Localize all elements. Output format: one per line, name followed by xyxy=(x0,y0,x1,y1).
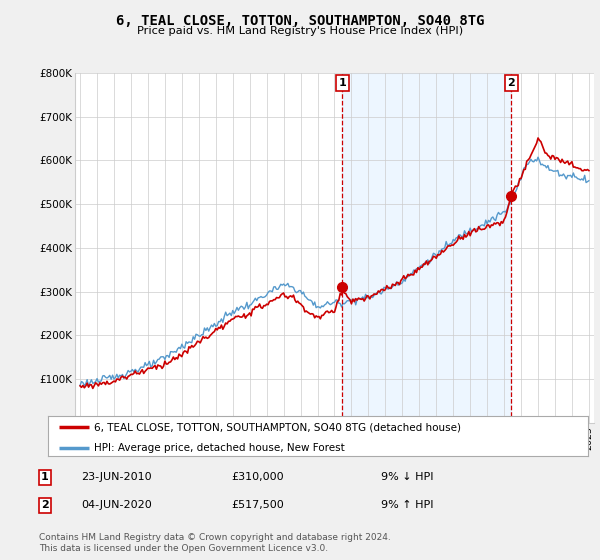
Text: 6, TEAL CLOSE, TOTTON, SOUTHAMPTON, SO40 8TG (detached house): 6, TEAL CLOSE, TOTTON, SOUTHAMPTON, SO40… xyxy=(94,422,461,432)
Text: 1: 1 xyxy=(338,78,346,88)
Text: Price paid vs. HM Land Registry's House Price Index (HPI): Price paid vs. HM Land Registry's House … xyxy=(137,26,463,36)
Text: 2: 2 xyxy=(41,500,49,510)
Text: 9% ↓ HPI: 9% ↓ HPI xyxy=(381,472,433,482)
Text: £310,000: £310,000 xyxy=(231,472,284,482)
Text: Contains HM Land Registry data © Crown copyright and database right 2024.
This d: Contains HM Land Registry data © Crown c… xyxy=(39,533,391,553)
Text: 9% ↑ HPI: 9% ↑ HPI xyxy=(381,500,433,510)
Text: 04-JUN-2020: 04-JUN-2020 xyxy=(81,500,152,510)
Text: 6, TEAL CLOSE, TOTTON, SOUTHAMPTON, SO40 8TG: 6, TEAL CLOSE, TOTTON, SOUTHAMPTON, SO40… xyxy=(116,14,484,28)
Text: 2: 2 xyxy=(508,78,515,88)
Text: 1: 1 xyxy=(41,472,49,482)
Text: HPI: Average price, detached house, New Forest: HPI: Average price, detached house, New … xyxy=(94,442,344,452)
Text: £517,500: £517,500 xyxy=(231,500,284,510)
Text: 23-JUN-2010: 23-JUN-2010 xyxy=(81,472,152,482)
Bar xyxy=(343,73,511,423)
